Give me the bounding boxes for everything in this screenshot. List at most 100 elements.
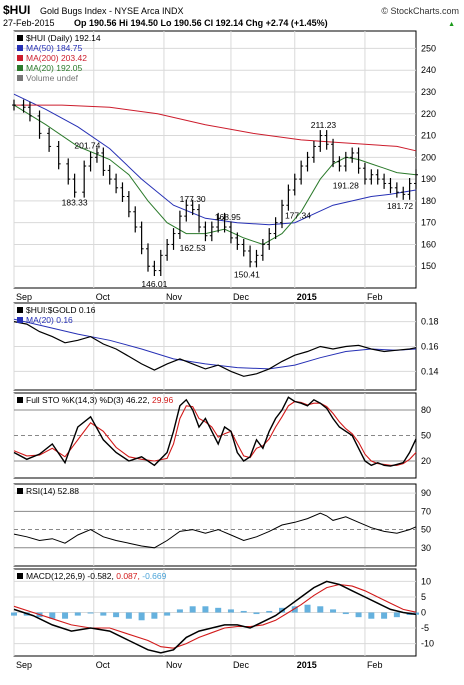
macd-hist-bar [330,609,337,613]
macd-ytick-label: 0 [421,608,426,618]
ratio-legend-label: MA(20) 0.16 [26,315,73,325]
macd-ytick-label: -10 [421,639,434,649]
macd-hist-bar [138,612,145,621]
macd-hist-bar [62,612,69,619]
rsi-ytick-label: 70 [421,506,431,516]
sto-legend-label: Full STO %K(14,3) %D(3) 46.22, 29.96 [26,395,174,405]
rsi-ytick-label: 30 [421,543,431,553]
price-ytick-label: 230 [421,87,436,97]
price-legend-label: $HUI (Daily) 192.14 [26,33,101,43]
price-ytick-label: 250 [421,43,436,53]
rsi-ytick-label: 50 [421,525,431,535]
macd-hist-bar [393,612,400,618]
index-name: Gold Bugs Index - NYSE Arca INDX [40,6,184,16]
macd-legend-part: -0.669 [142,571,166,581]
macd-hist-bar [164,612,171,616]
ratio-ytick-label: 0.16 [421,342,439,352]
macd-hist-bar [317,606,324,613]
rsi-frame [13,483,417,567]
series-line-ma200 [14,104,417,152]
price-ytick-label: 150 [421,261,436,271]
price-legend-swatch [17,75,23,81]
x-axis-label: Nov [166,292,183,302]
macd-legend-part: MACD(12,26,9) -0.582, [26,571,116,581]
price-ytick-label: 200 [421,152,436,162]
macd-hist-bar [266,610,273,613]
ticker-symbol: $HUI [3,3,30,17]
macd-hist-bar [11,612,17,616]
x-axis-label: Sep [16,660,32,670]
x-axis-label: Oct [96,292,111,302]
ratio-ytick-label: 0.14 [421,366,439,376]
rsi-legend-swatch [17,488,23,494]
macd-hist-bar [291,606,298,613]
macd-hist-bar [381,612,388,619]
price-annotation: 168.95 [215,212,241,222]
price-ytick-label: 170 [421,218,436,228]
macd-hist-bar [253,612,260,615]
price-legend-swatch [17,55,23,61]
price-ytick-label: 160 [421,239,436,249]
macd-ytick-label: -5 [421,623,429,633]
price-legend-label: MA(20) 192.05 [26,63,82,73]
price-annotation: 211.23 [311,120,337,130]
macd-hist-bar [342,612,349,615]
price-bars [12,99,418,277]
price-annotation: 201.74 [74,141,100,151]
price-legend-label: MA(50) 184.75 [26,43,82,53]
macd-hist-bar [368,612,375,619]
macd-hist-bar [87,612,94,614]
macd-hist-bar [74,612,81,616]
macd-hist-bar [49,612,56,619]
macd-legend-swatch [17,573,23,579]
macd-ytick-label: 10 [421,576,431,586]
rsi-legend-label: RSI(14) 52.88 [26,486,79,496]
price-frame [13,30,417,289]
x-axis-label: Dec [233,660,250,670]
quote-date: 27-Feb-2015 [3,18,55,28]
price-legend-swatch [17,65,23,71]
x-axis-label: 2015 [297,660,317,670]
price-legend-label: Volume undef [26,73,79,83]
price-ytick-label: 190 [421,174,436,184]
series-line-ma20 [13,104,417,245]
x-axis-label: Dec [233,292,250,302]
indicator-panels: 150160170180190200210220230240250201.741… [11,30,439,657]
price-ytick-label: 240 [421,65,436,75]
x-axis-label: Nov [166,660,183,670]
macd-hist-bar [151,612,158,619]
sto-legend-prefix: Full STO %K(14,3) %D(3) [26,395,126,405]
price-annotation: 177.34 [285,211,311,221]
x-axis-label: Oct [96,660,111,670]
copyright: © StockCharts.com [381,6,459,16]
sto-legend-swatch [17,397,23,403]
ratio-ytick-label: 0.18 [421,317,439,327]
price-ytick-label: 210 [421,131,436,141]
x-axis-label: Sep [16,292,32,302]
price-ytick-label: 180 [421,196,436,206]
sto-ytick-label: 50 [421,431,431,441]
macd-hist-bar [240,610,247,613]
sto-legend-value: 46.22, [126,395,152,405]
x-axis-label: Feb [367,292,383,302]
price-legend-swatch [17,45,23,51]
macd-hist-bar [189,606,196,613]
price-annotation: 191.28 [333,180,359,190]
macd-panel: -10 -5 0 5 10 MACD(12,26,9) -0.582, 0.087, -0… [11,568,434,657]
macd-hist-bar [100,612,107,616]
price-annotation: 150.41 [234,269,260,279]
price-panel: 150 160 170 180 190 200 210 220 230 240 250 201.74 1… [12,30,436,289]
ratio-legend-swatch [17,317,23,323]
ratio-ma-line [13,318,417,370]
ratio-legend-swatch [17,307,23,313]
price-legend-swatch [17,35,23,41]
up-arrow-icon: ▲ [448,21,455,28]
sto-d-line [13,400,417,466]
macd-hist-bar [113,612,120,618]
quote-line: Op 190.56 Hi 194.50 Lo 190.56 Cl 192.14 … [74,18,328,28]
sto-panel: 20 50 80 Full STO %K(14,3) %D(3) 46.22, 29.… [13,392,431,479]
macd-legend-part: 0.087, [116,571,142,581]
macd-hist-bar [125,612,132,619]
macd-hist-bar [413,612,419,615]
